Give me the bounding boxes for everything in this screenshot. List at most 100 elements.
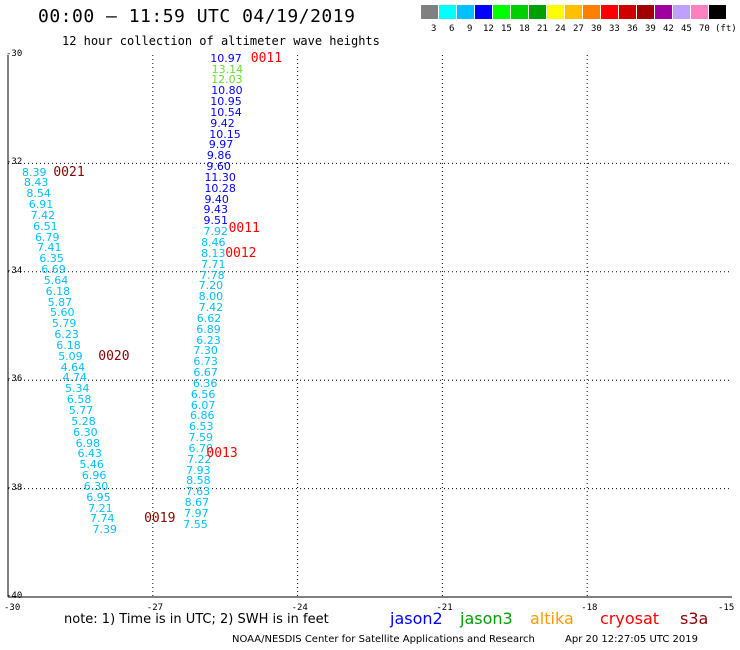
wave-height-value: 6.98 [75,436,101,450]
color-swatch [655,5,672,19]
color-scale-label: 45 [681,24,692,34]
wave-height-value: 8.67 [184,496,210,510]
wave-height-value: 6.30 [73,425,98,439]
lon-tick-label: -15 [718,603,735,613]
legend-jason2: jason2 [390,609,443,628]
lat-tick-label: -34 [6,265,23,276]
color-scale-label: 18 [519,24,530,34]
lon-tick-label: -24 [291,603,308,613]
color-swatch [637,5,654,19]
wave-height-value: 6.67 [193,366,218,380]
color-swatch [583,5,600,19]
wave-height-value: 9.42 [210,116,235,130]
lon-tick-label: -27 [146,603,164,613]
pass-time-label: 0011 [228,221,260,237]
footer-note: note: 1) Time is in UTC; 2) SWH is in fe… [64,612,329,627]
wave-height-value: 10.28 [204,181,236,195]
color-scale-label: 39 [645,24,656,34]
pass-time-label: 0013 [206,446,238,462]
wave-height-value: 7.42 [198,301,224,315]
wave-height-value: 5.79 [51,317,77,331]
color-swatch [493,5,510,19]
color-swatch [421,5,438,19]
wave-height-value: 5.46 [79,458,104,472]
legend-cryosat: cryosat [600,609,660,628]
wave-height-value: 8.46 [201,235,226,249]
credit-text: NOAA/NESDIS Center for Satellite Applica… [232,634,535,645]
wave-height-value: 6.23 [196,333,221,347]
color-swatch [601,5,618,19]
wave-height-value: 7.20 [198,279,224,293]
color-scale-label: 27 [573,24,584,34]
color-scale-label: 42 [663,24,674,34]
color-scale-label: (ft) [715,24,737,34]
wave-height-value: 6.79 [35,230,60,244]
wave-height-value: 7.97 [184,506,209,520]
lon-tick-label: -18 [581,603,598,613]
color-swatch [439,5,456,19]
wave-height-value: 6.53 [189,420,214,434]
color-swatch [691,5,708,19]
pass-time-label: 0011 [250,50,283,66]
wave-height-value: 8.13 [201,246,226,260]
color-swatch [457,5,474,19]
pass-time-label: 0020 [98,348,130,364]
wave-height-value: 10.97 [210,51,242,65]
wave-height-value: 6.23 [54,328,79,342]
wave-height-value: 6.56 [190,387,216,401]
color-scale-label: 21 [537,24,548,34]
wave-height-value: 10.54 [210,105,242,119]
wave-height-value: 6.58 [66,393,92,407]
color-swatch [511,5,528,19]
wave-height-value: 5.09 [58,349,83,363]
wave-height-value: 5.60 [49,306,75,320]
wave-height-value: 5.28 [71,414,96,428]
wave-height-value: 7.22 [187,452,212,466]
wave-height-value: 7.59 [188,431,214,445]
wave-height-value: 7.92 [203,225,228,239]
wave-height-value: 9.51 [203,214,228,228]
wave-height-value: 8.39 [21,165,47,179]
wave-height-value: 5.34 [64,382,90,396]
color-scale-label: 6 [449,24,455,34]
wave-height-value: 7.71 [201,257,226,271]
legend-altika: altika [530,609,574,628]
wave-height-value: 13.14 [211,62,244,76]
color-swatch [619,5,636,19]
wave-height-value: 10.95 [210,95,242,109]
pass-time-label: 0019 [144,511,176,527]
wave-height-value: 6.73 [193,355,218,369]
pass-time-label: 0012 [225,245,257,261]
wave-height-value: 10.15 [209,127,241,141]
wave-height-value: 6.35 [39,252,64,266]
color-scale-label: 9 [467,24,473,34]
wave-height-value: 4.64 [60,360,86,374]
lat-tick-label: -36 [6,374,23,385]
lat-tick-label: -40 [6,591,23,601]
wave-height-value: 6.18 [45,284,71,298]
wave-height-value: 9.43 [203,203,228,217]
wave-height-value: 6.36 [192,376,218,390]
wave-height-value: 6.70 [188,441,214,455]
wave-height-value: 7.21 [88,501,113,515]
wave-height-value: 8.43 [23,176,49,190]
color-scale-label: 3 [431,24,437,34]
wave-height-value: 6.18 [56,338,81,352]
color-swatch [547,5,564,19]
wave-height-value: 7.39 [92,523,117,537]
wave-height-value: 6.07 [190,398,216,412]
wave-height-value: 6.69 [41,263,66,277]
wave-height-value: 10.80 [211,84,243,98]
wave-height-value: 9.40 [204,192,229,206]
color-scale-label: 24 [555,24,566,34]
wave-height-value: 7.30 [193,344,218,358]
color-swatch [673,5,690,19]
lat-tick-label: -32 [6,157,23,168]
wave-height-value: 8.00 [198,290,224,304]
wave-height-value: 7.93 [186,463,211,477]
wave-height-value: 7.41 [36,241,62,255]
wave-height-value: 6.89 [196,322,221,336]
wave-height-value: 9.60 [206,160,231,174]
